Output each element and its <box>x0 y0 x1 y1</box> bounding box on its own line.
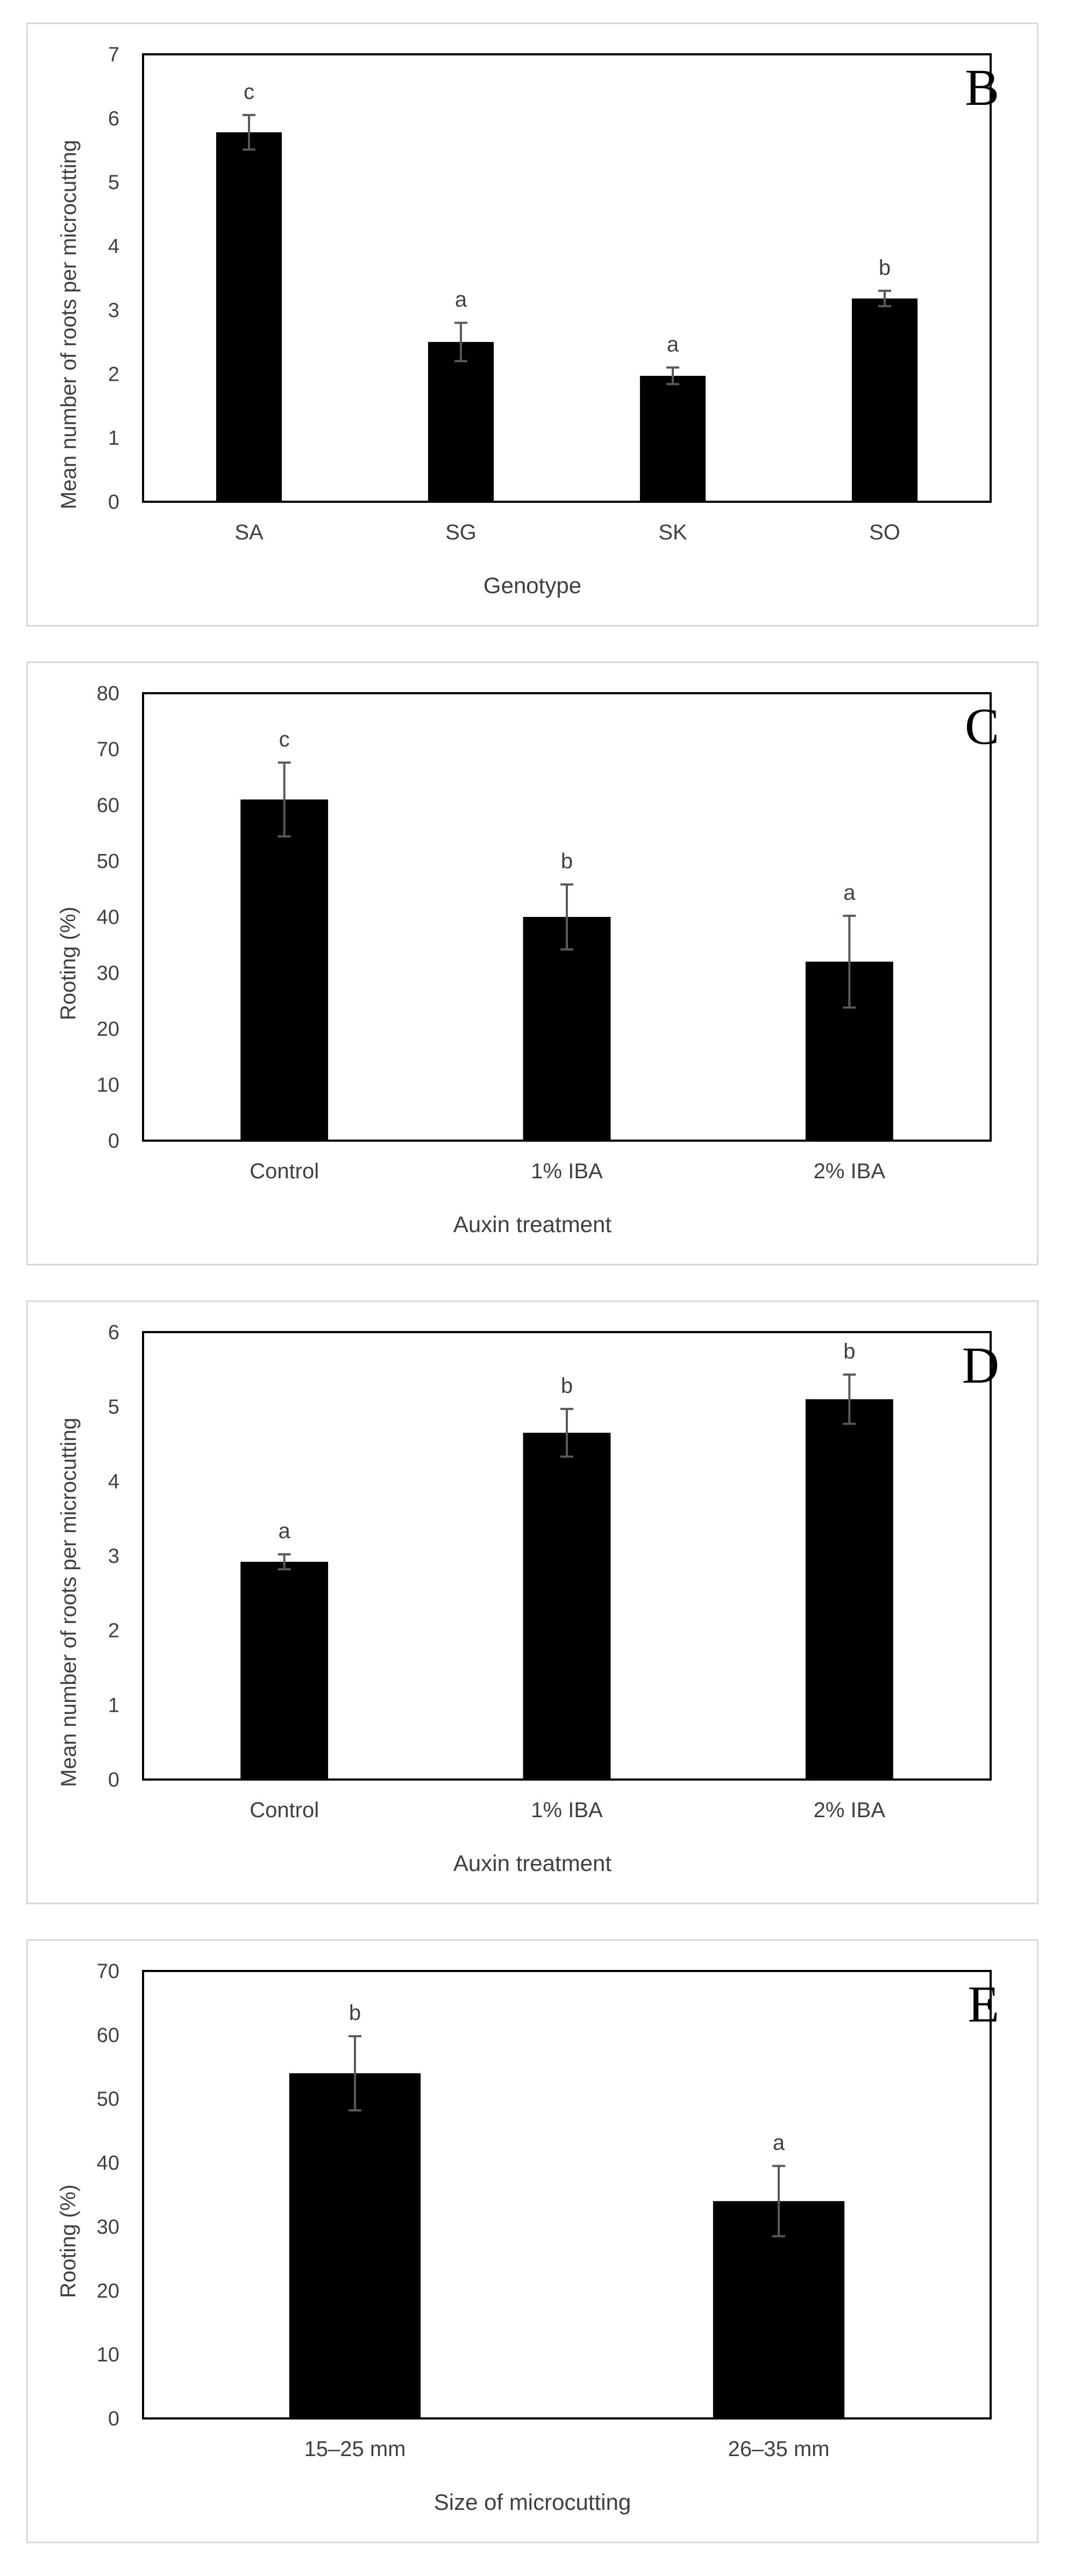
bar <box>240 799 329 1141</box>
y-tick-label: 50 <box>97 2088 119 2111</box>
x-tick-label: 26–35 mm <box>728 2437 830 2461</box>
chart-panel-d: 0 1 2 3 4 5 6 a Control b 1% IBA b 2% IBA D Mean num… <box>26 1300 1038 1904</box>
y-tick-label: 6 <box>108 108 119 130</box>
x-axis-label: Auxin treatment <box>453 1851 612 1876</box>
panel-letter: C <box>964 698 999 755</box>
plot-border <box>142 1970 992 2420</box>
y-tick-label: 60 <box>97 794 119 817</box>
y-tick-label: 1 <box>108 1694 119 1717</box>
bar <box>523 1433 611 1780</box>
panel-letter: D <box>962 1336 999 1394</box>
bar <box>639 375 706 502</box>
significance-label: b <box>561 850 573 873</box>
bar <box>805 1399 893 1780</box>
y-tick-label: 0 <box>108 2408 119 2430</box>
bar <box>216 132 282 502</box>
y-tick-label: 60 <box>97 2024 119 2047</box>
y-tick-label: 20 <box>97 1018 119 1041</box>
plot-area: 0 1 2 3 4 5 6 a Control b 1% IBA b 2% IBA <box>108 1321 992 1822</box>
x-tick-label: SK <box>658 521 687 544</box>
y-tick-label: 2 <box>108 1620 119 1642</box>
significance-label: a <box>279 1519 291 1543</box>
x-tick-label: SA <box>234 521 264 544</box>
y-tick-label: 4 <box>108 1470 119 1493</box>
significance-label: a <box>667 332 679 356</box>
x-axis-label: Genotype <box>483 573 582 598</box>
chart-panel-e: 0 10 20 30 40 50 60 70 b 15–25 mm a 26–35 mm E Root… <box>26 1939 1038 2543</box>
bar <box>851 298 918 502</box>
x-tick-label: Control <box>250 1159 319 1183</box>
significance-label: a <box>773 2131 785 2155</box>
y-tick-label: 5 <box>108 172 119 194</box>
chart-panel-c: 0 10 20 30 40 50 60 70 80 c Control b 1% IBA a 2% IBA … <box>26 661 1038 1265</box>
plot-border <box>142 53 992 503</box>
y-tick-label: 2 <box>108 363 119 386</box>
bar <box>428 341 494 502</box>
y-tick-label: 50 <box>97 850 119 873</box>
x-tick-label: Control <box>250 1798 319 1822</box>
x-tick-label: SO <box>869 521 900 544</box>
panel-letter: E <box>968 1975 999 2033</box>
x-tick-label: 15–25 mm <box>304 2437 406 2461</box>
y-tick-label: 1 <box>108 427 119 450</box>
y-axis-label: Rooting (%) <box>56 2184 81 2299</box>
x-tick-label: 2% IBA <box>814 1798 886 1822</box>
y-tick-label: 0 <box>108 1130 119 1152</box>
significance-label: a <box>455 288 467 311</box>
plot-area: 0 10 20 30 40 50 60 70 80 c Control b 1% IBA a 2% IBA <box>97 682 992 1183</box>
x-tick-label: SG <box>445 521 476 544</box>
y-tick-label: 7 <box>108 44 119 66</box>
y-tick-label: 6 <box>108 1321 119 1344</box>
y-axis-label: Mean number of roots per microcutting <box>56 140 81 509</box>
chart-panel-b: 0 1 2 3 4 5 6 7 c SA a SG a SK b SO B Mean number of ro… <box>26 23 1038 627</box>
y-axis-label: Rooting (%) <box>56 906 81 1021</box>
significance-label: b <box>879 256 891 280</box>
x-axis-label: Auxin treatment <box>453 1212 612 1237</box>
y-tick-label: 5 <box>108 1396 119 1419</box>
y-tick-label: 0 <box>108 1769 119 1791</box>
y-tick-label: 30 <box>97 962 119 985</box>
y-axis-label: Mean number of roots per microcutting <box>56 1418 81 1787</box>
y-tick-label: 40 <box>97 906 119 929</box>
y-tick-label: 30 <box>97 2216 119 2238</box>
y-tick-label: 80 <box>97 682 119 705</box>
x-axis-label: Size of microcutting <box>433 2489 631 2515</box>
bar <box>289 2073 421 2418</box>
y-tick-label: 10 <box>97 2344 119 2366</box>
y-tick-label: 3 <box>108 1545 119 1568</box>
x-tick-label: 1% IBA <box>531 1798 603 1822</box>
y-tick-label: 70 <box>97 738 119 761</box>
significance-label: a <box>843 881 856 905</box>
panel-letter: B <box>964 59 999 116</box>
x-tick-label: 2% IBA <box>814 1159 886 1183</box>
significance-label: c <box>244 80 254 104</box>
y-tick-label: 10 <box>97 1074 119 1097</box>
y-tick-label: 70 <box>97 1960 119 1983</box>
y-tick-label: 0 <box>108 491 119 514</box>
y-tick-label: 3 <box>108 299 119 322</box>
significance-label: b <box>349 2001 361 2025</box>
plot-area: 0 1 2 3 4 5 6 7 c SA a SG a SK b SO <box>108 44 992 544</box>
bar <box>240 1562 329 1780</box>
plot-area: 0 10 20 30 40 50 60 70 b 15–25 mm a 26–35 mm <box>97 1960 992 2461</box>
significance-label: b <box>843 1340 855 1363</box>
significance-label: c <box>279 728 290 751</box>
x-tick-label: 1% IBA <box>531 1159 603 1183</box>
significance-label: b <box>561 1374 573 1398</box>
y-tick-label: 40 <box>97 2152 119 2175</box>
y-tick-label: 4 <box>108 236 119 258</box>
y-tick-label: 20 <box>97 2280 119 2302</box>
bar <box>523 917 611 1141</box>
